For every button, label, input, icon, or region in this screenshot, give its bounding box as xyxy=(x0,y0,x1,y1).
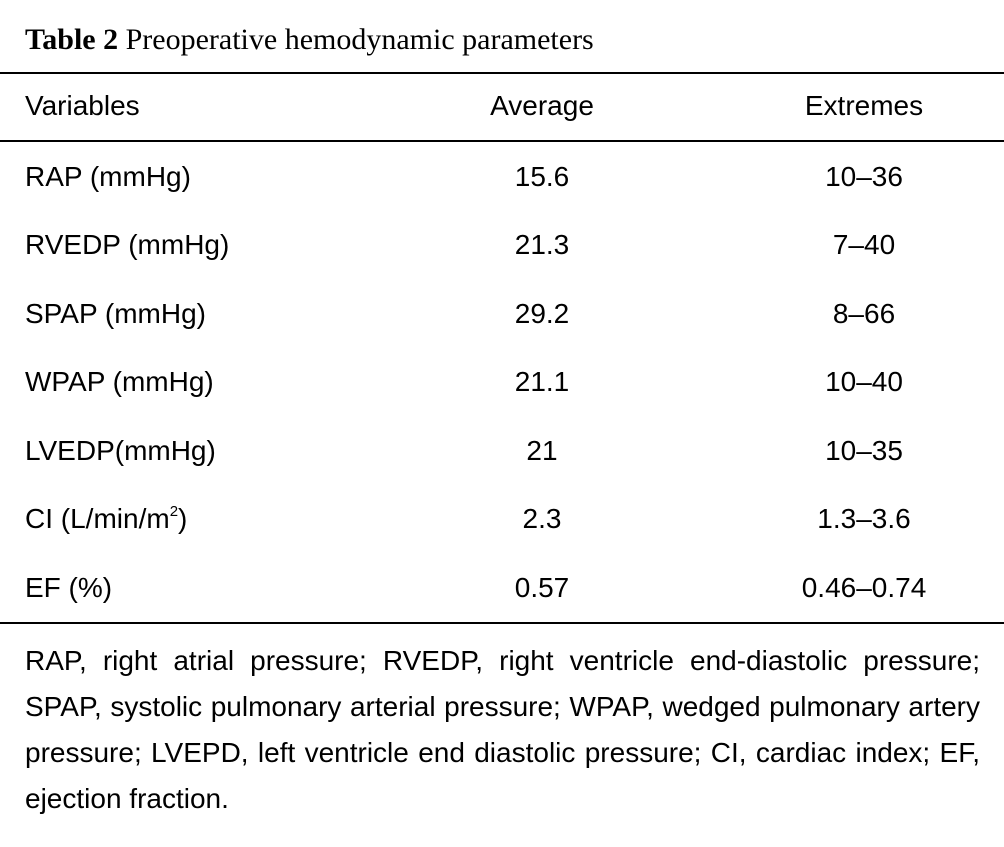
cell-average-value: 15.6 xyxy=(514,161,570,192)
cell-extremes-value: 10–36 xyxy=(825,161,903,192)
cell-average-value: 21.1 xyxy=(514,366,570,397)
table-top-rule xyxy=(0,72,1004,74)
cell-variable-suffix: ) xyxy=(178,503,188,534)
cell-variable: LVEDP(mmHg) xyxy=(25,435,216,466)
header-variables: Variables xyxy=(25,90,140,121)
cell-variable-superscript: 2 xyxy=(169,503,179,520)
cell-extremes-value: 10–40 xyxy=(825,366,903,397)
cell-variable: RVEDP (mmHg) xyxy=(25,229,230,260)
cell-variable: WPAP (mmHg) xyxy=(25,366,214,397)
cell-average-value: 29.2 xyxy=(514,298,570,329)
table-bottom-rule xyxy=(0,622,1004,624)
table-caption-title: Preoperative hemodynamic parameters xyxy=(125,23,594,56)
header-average-label: Average xyxy=(490,90,594,121)
cell-extremes-value: 1.3–3.6 xyxy=(817,503,911,534)
cell-extremes-value: 7–40 xyxy=(832,229,896,260)
table-footnote: RAP, right atrial pressure; RVEDP, right… xyxy=(25,645,980,814)
cell-extremes-value: 0.46–0.74 xyxy=(801,572,927,603)
header-rule xyxy=(0,140,1004,142)
table-caption-label: Table 2 xyxy=(25,23,119,56)
cell-average-value: 2.3 xyxy=(522,503,562,534)
cell-variable: CI (L/min/m2) xyxy=(25,502,187,536)
cell-variable-text: CI (L/min/m xyxy=(25,503,170,534)
cell-extremes-value: 10–35 xyxy=(825,435,903,466)
header-extremes-label: Extremes xyxy=(804,90,924,121)
cell-variable: SPAP (mmHg) xyxy=(25,298,206,329)
cell-extremes-value: 8–66 xyxy=(832,298,896,329)
cell-variable: EF (%) xyxy=(25,572,113,603)
cell-average-value: 21 xyxy=(526,435,558,466)
cell-average-value: 21.3 xyxy=(514,229,570,260)
cell-average-value: 0.57 xyxy=(514,572,570,603)
table-caption: Table 2 Preoperative hemodynamic paramet… xyxy=(25,20,594,60)
cell-variable: RAP (mmHg) xyxy=(25,161,191,192)
